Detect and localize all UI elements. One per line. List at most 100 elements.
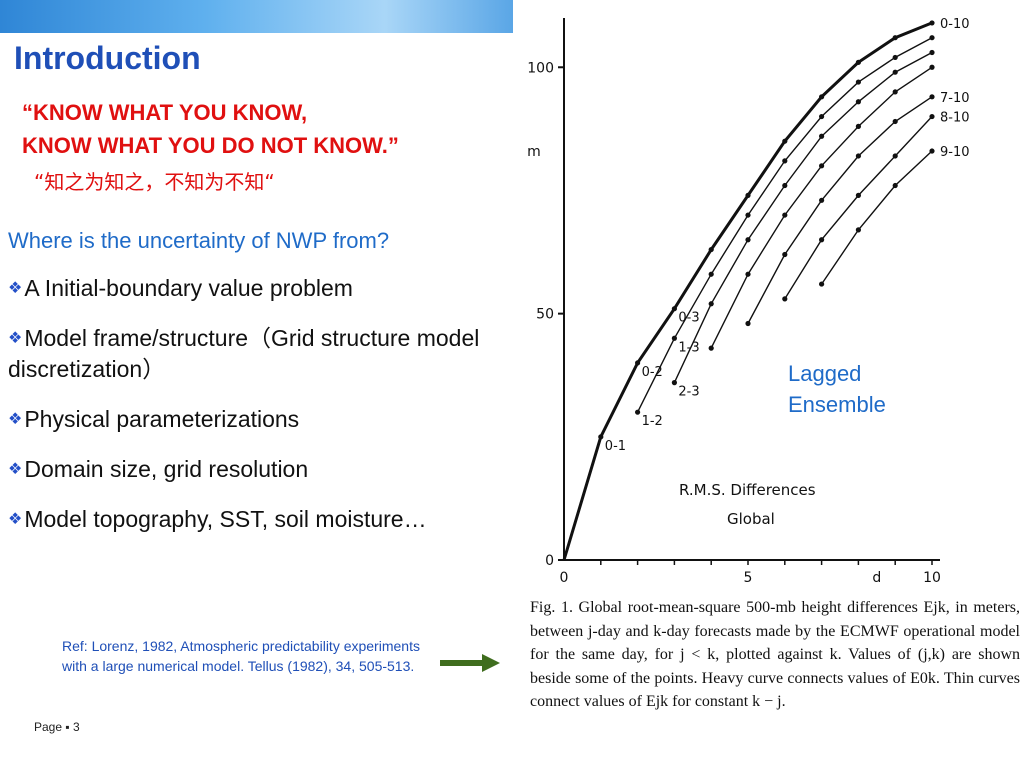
bullet-item: ❖Model frame/structure（Grid structure mo…	[8, 325, 480, 382]
y-tick-label: 100	[527, 60, 554, 76]
data-point	[819, 94, 825, 100]
y-tick-label: 0	[545, 553, 554, 569]
bullet-item: ❖A Initial-boundary value problem	[8, 275, 353, 301]
data-point	[708, 271, 714, 277]
data-point	[929, 49, 935, 56]
bullet-item: ❖Physical parameterizations	[8, 406, 300, 432]
data-point	[745, 192, 751, 198]
diamond-bullet-icon: ❖	[8, 278, 23, 297]
series-line	[710, 66, 933, 349]
data-point	[892, 182, 898, 189]
data-point	[892, 153, 898, 159]
data-point	[708, 345, 714, 351]
series-line	[784, 116, 933, 300]
right-arrow-icon	[440, 654, 500, 672]
data-point	[819, 281, 825, 287]
data-point	[635, 360, 641, 366]
x-tick-label: 5	[744, 570, 753, 586]
diamond-bullet-icon: ❖	[8, 409, 23, 428]
diamond-bullet-icon: ❖	[8, 459, 23, 478]
data-point	[855, 59, 861, 65]
x-tick-label: 0	[560, 570, 569, 586]
data-point	[671, 306, 677, 312]
data-point	[819, 113, 825, 120]
data-point	[929, 148, 935, 154]
data-point	[782, 182, 788, 189]
bullet-item: ❖Model topography, SST, soil moisture…	[8, 506, 427, 532]
bullet-list: ❖A Initial-boundary value problem ❖Model…	[8, 272, 513, 553]
data-point	[819, 237, 825, 243]
data-point	[892, 69, 898, 75]
point-label: 1-3	[678, 340, 699, 355]
data-point	[671, 335, 677, 341]
data-point	[745, 320, 751, 327]
data-point	[708, 301, 714, 307]
data-point	[855, 99, 861, 105]
data-point	[929, 94, 935, 100]
x-axis-label: d	[872, 570, 881, 586]
bullet-item: ❖Domain size, grid resolution	[8, 456, 309, 482]
y-tick-label: 50	[536, 307, 554, 323]
data-point	[929, 113, 935, 120]
chart-subtitle: Global	[727, 510, 775, 528]
series-line	[747, 96, 933, 324]
rms-differences-chart: 0 50 100 0 5 10 d m 0-1 1-2 0-2 2-3 1-3 0-3 0-10 7-10 8-…	[527, 17, 970, 586]
diamond-bullet-icon: ❖	[8, 509, 23, 528]
data-point	[892, 54, 898, 61]
data-point	[745, 237, 751, 243]
data-point	[782, 251, 788, 258]
reference-text: Ref: Lorenz, 1982, Atmospheric predictab…	[62, 638, 420, 674]
series-line	[636, 37, 933, 413]
header-gradient-bar	[0, 0, 513, 33]
data-point	[892, 118, 898, 125]
quote-line-2: KNOW WHAT YOU DO NOT KNOW.”	[22, 133, 399, 158]
diamond-bullet-icon: ❖	[8, 328, 23, 347]
series-line	[821, 150, 933, 285]
data-point	[782, 158, 788, 164]
figure-caption: Fig. 1. Global root-mean-square 500-mb h…	[530, 599, 1020, 710]
data-point	[819, 133, 825, 139]
point-label: 0-10	[940, 17, 970, 32]
data-point	[671, 380, 677, 386]
data-point	[819, 163, 825, 169]
data-point	[745, 271, 751, 277]
point-label: 2-3	[678, 385, 699, 400]
lagged-ensemble-label: Lagged Ensemble	[788, 358, 886, 420]
data-point	[855, 153, 861, 159]
point-label: 0-1	[605, 439, 626, 454]
data-point	[598, 434, 604, 440]
point-label: 0-2	[642, 365, 663, 380]
quote-chinese: “知之为知之，不知为不知“	[34, 170, 275, 194]
chart-title: R.M.S. Differences	[679, 481, 816, 499]
question-text: Where is the uncertainty of NWP from?	[8, 228, 390, 253]
data-point	[855, 79, 861, 85]
data-point	[782, 138, 788, 144]
point-label: 7-10	[940, 91, 970, 106]
data-point	[892, 35, 898, 41]
chart-area: 0 50 100 0 5 10 d m 0-1 1-2 0-2 2-3 1-3 0-3 0-10 7-10 8-…	[514, 0, 1024, 768]
point-label: 8-10	[940, 111, 970, 126]
data-point	[929, 64, 935, 70]
data-point	[855, 192, 861, 198]
data-point	[635, 409, 641, 415]
annotation-line: Ensemble	[788, 392, 886, 417]
data-point	[855, 123, 861, 129]
data-point	[929, 20, 935, 26]
point-label: 1-2	[642, 414, 663, 429]
series-line-heavy	[562, 21, 933, 561]
slide-title: Introduction	[14, 40, 201, 76]
point-label: 9-10	[940, 145, 970, 160]
data-point	[782, 212, 788, 218]
series-line	[673, 51, 933, 383]
y-axis-label: m	[527, 144, 541, 160]
data-point	[819, 197, 825, 203]
page-number: Page ▪ 3	[34, 720, 80, 734]
annotation-line: Lagged	[788, 361, 862, 386]
data-point	[745, 212, 751, 218]
point-label: 0-3	[678, 311, 699, 326]
quote-line-1: “KNOW WHAT YOU KNOW,	[22, 100, 308, 125]
data-point	[929, 35, 935, 41]
data-point	[708, 246, 714, 253]
data-point	[855, 227, 861, 233]
x-tick-label: 10	[923, 570, 941, 586]
